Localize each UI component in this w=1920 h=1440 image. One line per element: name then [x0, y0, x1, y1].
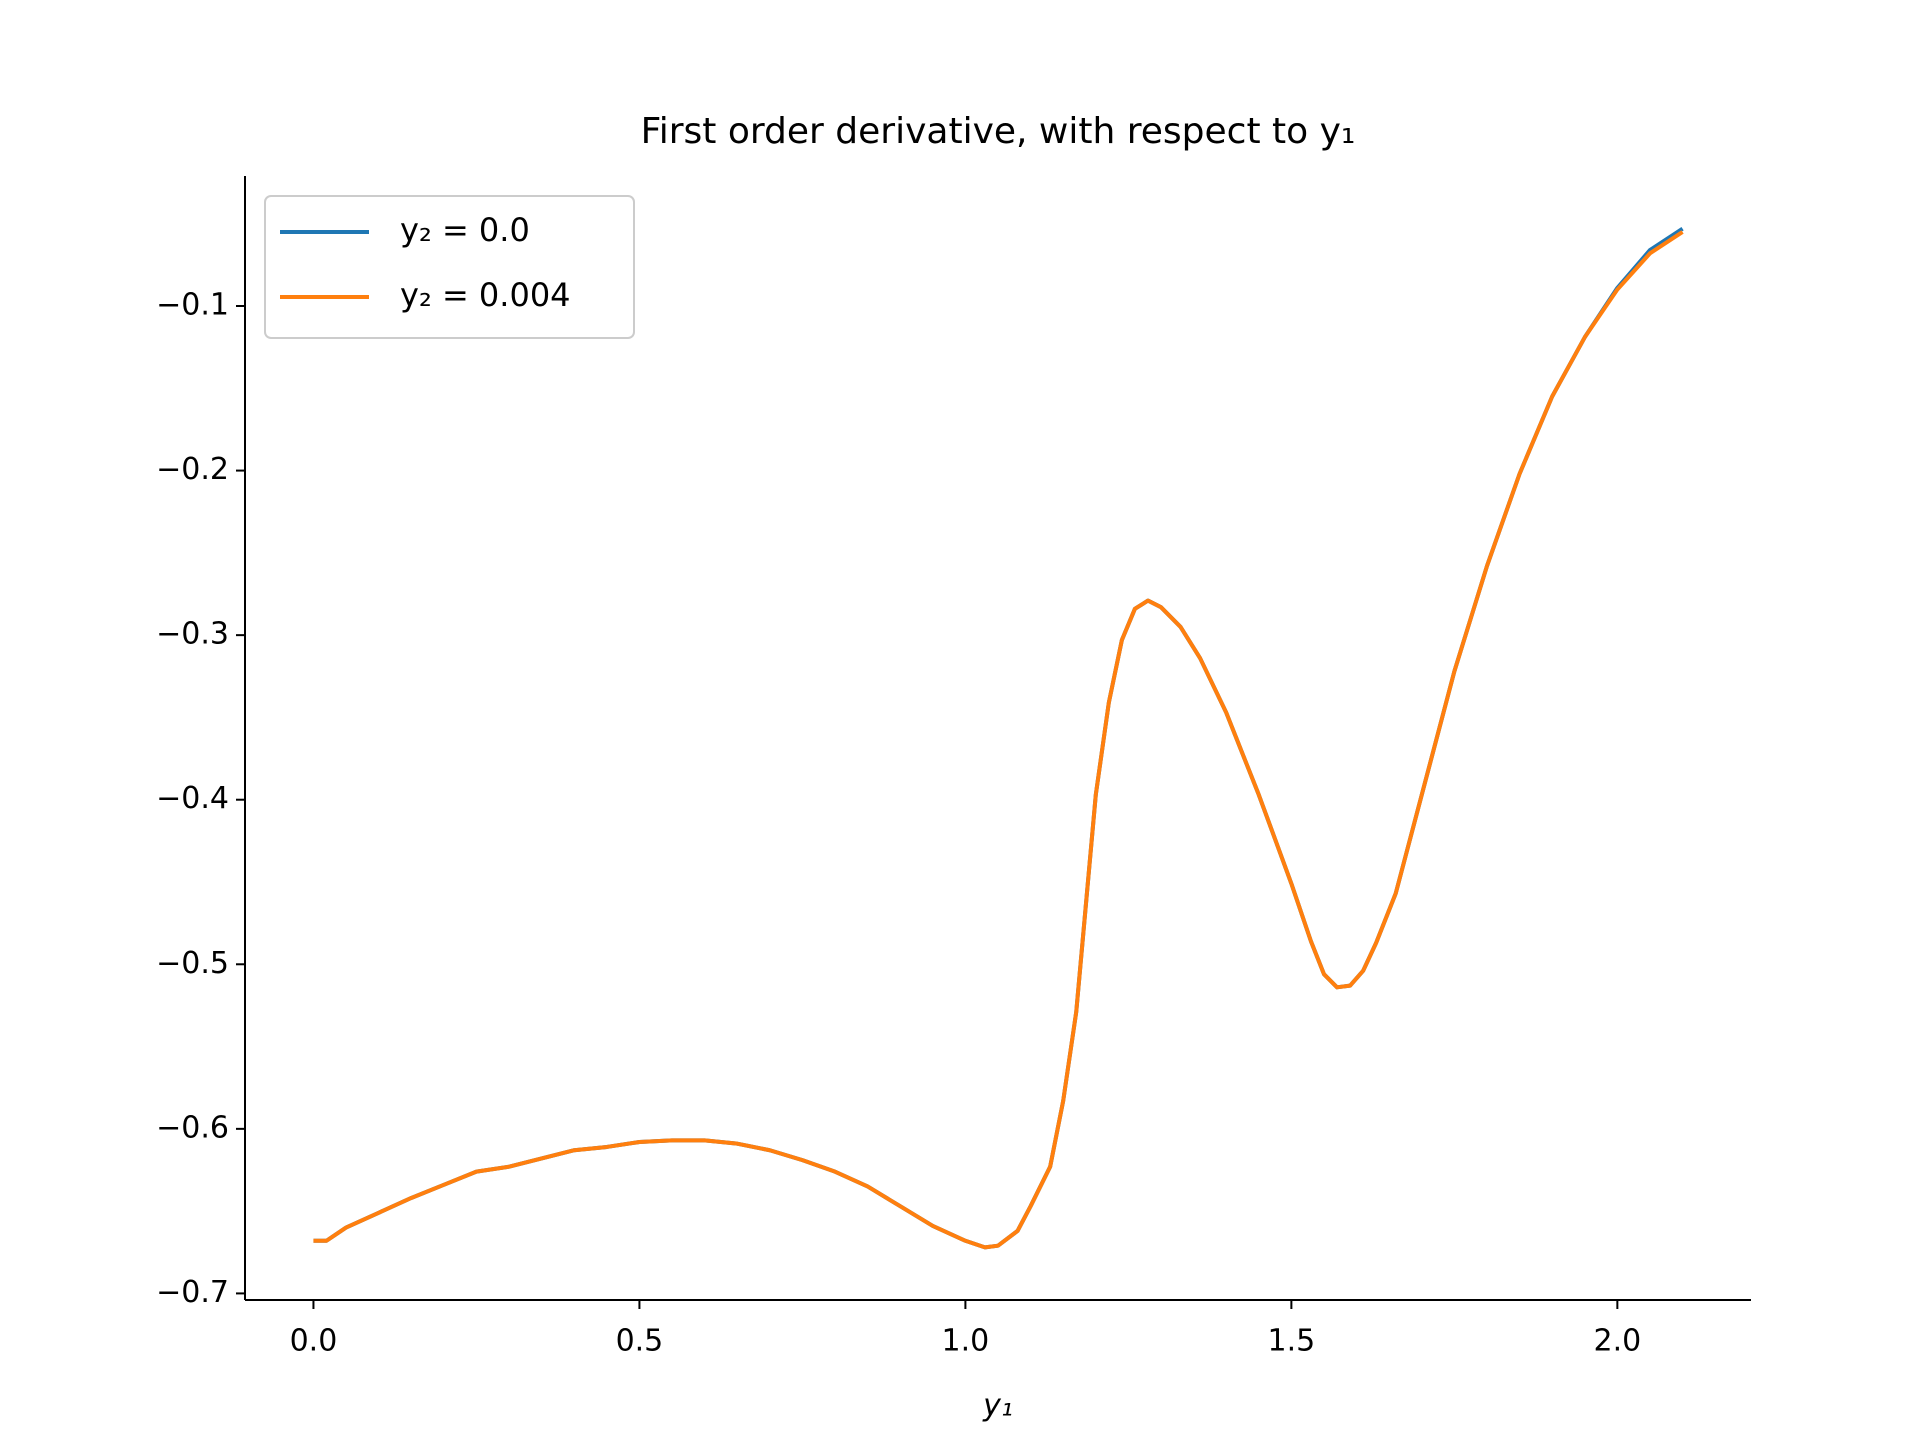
y-tick-label: −0.4 — [156, 781, 229, 816]
y-tick-label: −0.1 — [156, 288, 229, 323]
series-line — [313, 230, 1684, 1250]
y-tick-label: −0.3 — [156, 617, 229, 652]
legend-label: y₂ = 0.0 — [400, 211, 530, 249]
x-tick-label: 1.5 — [1268, 1324, 1316, 1359]
y-tick-label: −0.5 — [156, 946, 229, 981]
x-tick-label: 1.0 — [942, 1324, 990, 1359]
chart-title: First order derivative, with respect to … — [641, 111, 1356, 152]
y-tick-label: −0.6 — [156, 1110, 229, 1145]
y-tick-label: −0.2 — [156, 452, 229, 487]
y-tick-label: −0.7 — [156, 1275, 229, 1310]
series-line — [313, 226, 1684, 1250]
x-tick-label: 0.0 — [290, 1324, 338, 1359]
legend-label: y₂ = 0.004 — [400, 276, 571, 314]
x-tick-label: 0.5 — [616, 1324, 664, 1359]
x-tick-label: 2.0 — [1593, 1324, 1641, 1359]
x-axis-label: y₁ — [982, 1389, 1013, 1424]
